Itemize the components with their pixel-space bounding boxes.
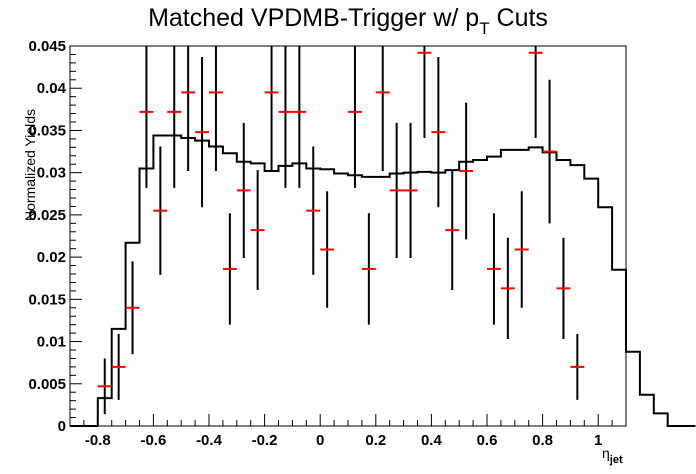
y-tick-label: 0: [58, 418, 66, 435]
chart-title-suffix: Cuts: [490, 4, 548, 32]
chart-title: Matched VPDMB-Trigger w/ pT Cuts: [148, 4, 548, 38]
plot-frame: [69, 45, 627, 427]
x-tick-label: -0.4: [196, 432, 223, 449]
y-tick-label: 0.005: [28, 376, 66, 393]
y-tick-label: 0.01: [37, 334, 66, 351]
x-tick-label: -0.2: [252, 432, 278, 449]
histogram-line: [70, 134, 696, 427]
y-tick-label: 0.02: [37, 249, 66, 266]
y-tick-label: 0.045: [28, 38, 66, 55]
x-axis-label-main: η: [602, 445, 610, 461]
chart-title-subscript: T: [479, 19, 489, 38]
y-tick-label: 0.03: [37, 165, 66, 182]
x-tick-label: 0.2: [365, 432, 386, 449]
x-tick-label: -0.6: [140, 432, 166, 449]
x-axis-label-subscript: jet: [609, 454, 623, 466]
x-tick-label: 0.4: [421, 432, 443, 449]
y-tick-label: 0.025: [28, 207, 66, 224]
x-tick-label: 0.6: [477, 432, 498, 449]
x-tick-label: 1: [594, 432, 602, 449]
y-tick-label: 0.04: [37, 80, 67, 97]
y-tick-label: 0.035: [28, 122, 66, 139]
x-tick-label: 0: [316, 432, 324, 449]
x-tick-label: 0.8: [532, 432, 553, 449]
plot-area: 0 0.005 0.01 0.015 0.02 0.025 0.03 0.035 0.04 0.0…: [28, 38, 696, 449]
chart-title-main: Matched VPDMB-Trigger w/ p: [148, 4, 479, 32]
y-axis-label: Normalized Yields: [22, 109, 38, 221]
x-tick-label: -0.8: [85, 432, 111, 449]
y-tick-label: 0.015: [28, 291, 66, 308]
x-axis-label: ηjet: [602, 445, 623, 466]
